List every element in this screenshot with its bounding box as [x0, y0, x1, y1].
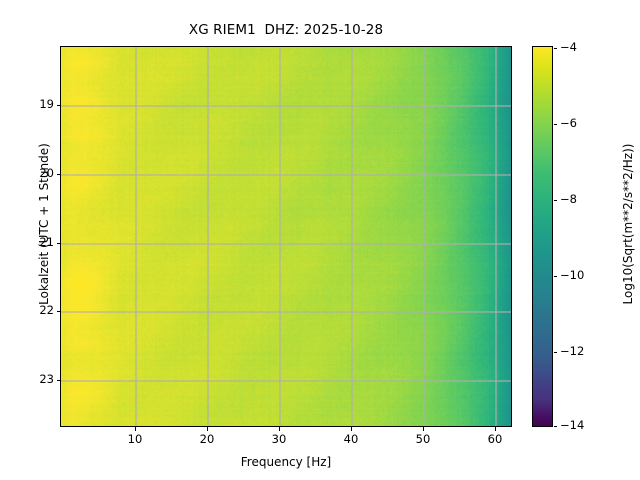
colorbar[interactable]: [532, 46, 553, 427]
y-tick-label: 19: [39, 97, 54, 111]
colorbar-tick-label: −10: [560, 268, 585, 282]
x-tick-mark: [423, 427, 424, 431]
x-tick-label: 30: [271, 432, 287, 446]
y-tick-mark: [56, 243, 60, 244]
y-axis-label: Lokalzeit (UTC + 1 Stunde): [37, 143, 51, 305]
colorbar-tick-mark: [553, 352, 557, 353]
x-tick-label: 40: [343, 432, 359, 446]
x-tick-mark: [207, 427, 208, 431]
x-tick-label: 50: [415, 432, 431, 446]
y-tick-label: 20: [39, 166, 54, 180]
colorbar-label: Log10(Sqrt(m**2/s**2/Hz)): [621, 143, 635, 305]
y-tick-label: 22: [39, 303, 54, 317]
colorbar-tick-mark: [553, 426, 557, 427]
x-tick-label: 10: [127, 432, 143, 446]
y-tick-mark: [56, 311, 60, 312]
y-tick-mark: [56, 174, 60, 175]
page-title: XG RIEM1 DHZ: 2025-10-28: [188, 22, 384, 38]
spectrogram-image: [61, 47, 511, 426]
colorbar-tick-label: −4: [560, 40, 577, 54]
y-tick-mark: [56, 380, 60, 381]
spectrogram-plot-area[interactable]: [60, 46, 512, 427]
x-axis-label: Frequency [Hz]: [240, 455, 332, 469]
y-tick-mark: [56, 105, 60, 106]
colorbar-tick-label: −6: [560, 116, 577, 130]
colorbar-tick-label: −12: [560, 344, 585, 358]
colorbar-tick-label: −14: [560, 418, 585, 432]
x-tick-mark: [495, 427, 496, 431]
x-tick-mark: [351, 427, 352, 431]
x-tick-mark: [279, 427, 280, 431]
colorbar-tick-mark: [553, 200, 557, 201]
x-tick-label: 60: [487, 432, 503, 446]
colorbar-tick-mark: [553, 48, 557, 49]
y-tick-label: 21: [39, 235, 54, 249]
colorbar-tick-mark: [553, 124, 557, 125]
y-tick-label: 23: [39, 372, 54, 386]
colorbar-tick-label: −8: [560, 192, 577, 206]
x-tick-mark: [135, 427, 136, 431]
colorbar-tick-mark: [553, 276, 557, 277]
x-tick-label: 20: [199, 432, 215, 446]
